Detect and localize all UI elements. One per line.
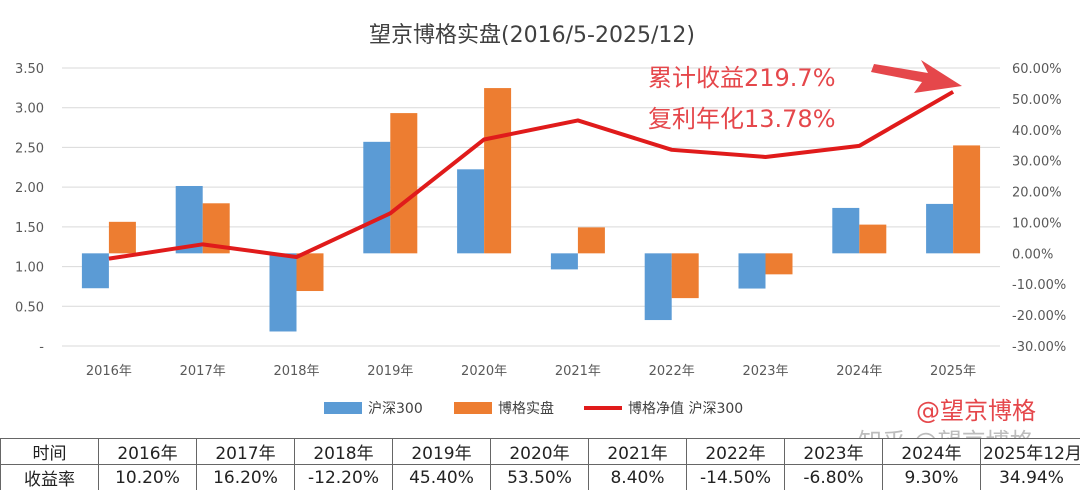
table-header-cell: 2017年 [196, 438, 295, 465]
legend-swatch-hs300 [324, 402, 362, 414]
table-cell: 10.20% [98, 464, 197, 490]
right-axis-ticks: -30.00% -20.00% -10.00% 0.00% 10.00% 20.00% 30… [1012, 62, 1066, 355]
returns-table: 时间 2016年 2017年 2018年 2019年 2020年 2021年 2022年 202… [0, 438, 1080, 490]
table-header-cell: 2024年 [882, 438, 981, 465]
chart-title: 望京博格实盘(2016/5-2025/12) [369, 23, 695, 48]
x-tick-label: 2016年 [86, 364, 132, 379]
right-tick-label: 20.00% [1012, 186, 1062, 201]
bar-hs300 [269, 253, 297, 332]
bar-hs300 [175, 185, 203, 254]
bar-boge [577, 227, 605, 254]
x-tick-label: 2025年 [930, 364, 976, 379]
left-tick-label: 3.50 [15, 62, 44, 77]
bar-hs300 [457, 169, 485, 254]
left-tick-label: 2.00 [15, 181, 44, 196]
bar-boge [953, 145, 981, 254]
left-axis-ticks: - 0.50 1.00 1.50 2.00 2.50 3.00 3.50 [15, 62, 44, 355]
faint-watermark: 知乎 @望京博格 [858, 428, 1034, 438]
bar-hs300 [363, 141, 391, 254]
left-tick-label: 1.50 [15, 221, 44, 236]
table-header-cell: 时间 [0, 438, 99, 465]
bar-boge [765, 253, 793, 275]
right-tick-label: -30.00% [1012, 340, 1066, 355]
table-cell: 16.20% [196, 464, 295, 490]
table-header-cell: 2020年 [490, 438, 589, 465]
bar-boge [671, 253, 699, 299]
bar-hs300 [644, 253, 672, 321]
table-header-cell: 2018年 [294, 438, 393, 465]
bar-hs300 [550, 253, 578, 270]
right-tick-label: 50.00% [1012, 93, 1062, 108]
table-row: 收益率 10.20% 16.20% -12.20% 45.40% 53.50% 8.40% -… [0, 464, 1080, 490]
x-tick-label: 2019年 [367, 364, 413, 379]
nav-series-line [108, 90, 955, 261]
bar-boge [484, 88, 512, 254]
table-header-cell: 2022年 [686, 438, 785, 465]
x-tick-label: 2020年 [461, 364, 507, 379]
legend-swatch-boge [454, 402, 492, 414]
right-tick-label: 30.00% [1012, 155, 1062, 170]
bar-hs300 [738, 253, 766, 289]
table-cell: -6.80% [784, 464, 883, 490]
annualized-return-annotation: 复利年化13.78% [648, 105, 836, 133]
table-cell: 45.40% [392, 464, 491, 490]
x-tick-label: 2021年 [555, 364, 601, 379]
right-tick-label: 60.00% [1012, 62, 1062, 77]
left-tick-label: 3.00 [15, 102, 44, 117]
table-header-cell: 2025年12月 [980, 438, 1080, 465]
left-tick-label: 2.50 [15, 141, 44, 156]
bar-hs300 [832, 207, 860, 254]
legend: 沪深300 博格实盘 博格净值 沪深300 [324, 400, 743, 417]
right-tick-label: 0.00% [1012, 247, 1053, 262]
right-tick-label: 40.00% [1012, 124, 1062, 139]
x-tick-label: 2023年 [742, 364, 788, 379]
bar-boge [859, 224, 887, 254]
table-header-cell: 2021年 [588, 438, 687, 465]
cumulative-return-annotation: 累计收益219.7% [648, 64, 836, 92]
table-cell: 收益率 [0, 464, 99, 490]
table-header-cell: 2019年 [392, 438, 491, 465]
bar-hs300 [926, 203, 954, 254]
bar-boge [296, 253, 324, 292]
bar-boge [108, 221, 136, 254]
x-tick-label: 2022年 [649, 364, 695, 379]
left-tick-label: 1.00 [15, 261, 44, 276]
combo-chart: 望京博格实盘(2016/5-2025/12) - 0.50 1.00 1.50 2.00… [15, 23, 1066, 438]
legend-label-nav: 博格净值 沪深300 [628, 400, 743, 417]
table-cell: 34.94% [980, 464, 1080, 490]
table-header-cell: 2023年 [784, 438, 883, 465]
right-tick-label: 10.00% [1012, 216, 1062, 231]
right-tick-label: -10.00% [1012, 278, 1066, 293]
x-tick-label: 2018年 [273, 364, 319, 379]
table-header-row: 时间 2016年 2017年 2018年 2019年 2020年 2021年 2022年 202… [0, 438, 1080, 465]
bar-hs300 [81, 253, 109, 289]
right-tick-label: -20.00% [1012, 309, 1066, 324]
x-tick-label: 2024年 [836, 364, 882, 379]
nav-line [108, 90, 955, 261]
legend-label-hs300: 沪深300 [368, 401, 423, 417]
table-cell: -14.50% [686, 464, 785, 490]
left-tick-label: 0.50 [15, 300, 44, 315]
table-cell: 8.40% [588, 464, 687, 490]
watermark: @望京博格 [916, 397, 1036, 425]
bars [81, 88, 981, 332]
x-tick-label: 2017年 [180, 364, 226, 379]
left-tick-label: - [39, 340, 44, 355]
legend-label-boge: 博格实盘 [498, 400, 554, 417]
red-arrow-icon [871, 60, 962, 93]
bar-boge [390, 113, 418, 254]
table-cell: -12.20% [294, 464, 393, 490]
table-header-cell: 2016年 [98, 438, 197, 465]
table-cell: 9.30% [882, 464, 981, 490]
table-cell: 53.50% [490, 464, 589, 490]
x-axis-ticks: 2016年 2017年 2018年 2019年 2020年 2021年 2022年 2023年… [86, 364, 976, 379]
